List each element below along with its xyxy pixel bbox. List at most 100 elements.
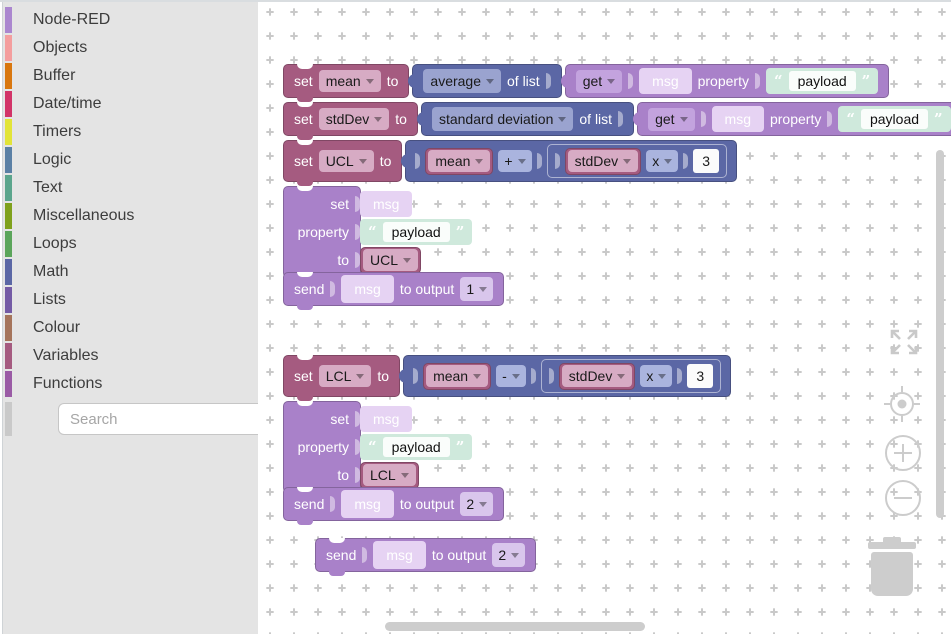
string-field[interactable]: payload [788, 71, 856, 91]
toolbox-category-node-red[interactable]: Node-RED [3, 6, 258, 34]
toolbox-category-functions[interactable]: Functions [3, 370, 258, 398]
block-set-variable-ucl[interactable]: set UCL to [283, 140, 403, 186]
block-get-msg-property[interactable]: get msg property “ payload ” [564, 64, 890, 98]
toolbox-category-buffer[interactable]: Buffer [3, 62, 258, 90]
toolbox-category-logic[interactable]: Logic [3, 146, 258, 174]
block-set-msg-property-ucl[interactable]: set msg property “ payload ” to UCL [283, 186, 473, 282]
variable-dropdown-mean[interactable]: mean [428, 150, 491, 172]
category-label: Node-RED [33, 11, 111, 28]
category-label: Logic [33, 151, 72, 168]
operator-dropdown-minus[interactable]: - [496, 365, 526, 387]
block-send-msg-output1[interactable]: send msg to output 1 [283, 272, 505, 310]
toolbox-category-math[interactable]: Math [3, 258, 258, 286]
block-set-variable-lcl[interactable]: set LCL to [283, 355, 401, 401]
block-stddev-of-list[interactable]: standard deviation of list [420, 102, 635, 136]
open-quote-icon: “ [846, 110, 855, 128]
string-field[interactable]: payload [382, 437, 450, 457]
block-arithmetic-multiply[interactable]: stdDev x 3 [540, 359, 722, 393]
block-variable-ucl[interactable]: UCL [360, 246, 422, 274]
operator-value: x [646, 368, 654, 384]
block-string-payload[interactable]: “ payload ” [838, 106, 951, 132]
variable-dropdown-mean[interactable]: mean [318, 70, 381, 92]
zoom-out-button[interactable] [884, 479, 922, 517]
block-msg[interactable]: msg [639, 68, 692, 94]
horizontal-scrollbar[interactable] [385, 622, 645, 631]
block-send-msg-output2-standalone[interactable]: send msg to output 2 [315, 538, 537, 576]
variable-dropdown-ucl[interactable]: UCL [318, 150, 374, 172]
output-dropdown-2[interactable]: 2 [492, 543, 526, 567]
output-dropdown-2[interactable]: 2 [460, 492, 494, 516]
block-arithmetic-multiply[interactable]: stdDev x 3 [546, 144, 727, 178]
operator-dropdown-times[interactable]: x [646, 150, 679, 172]
variable-dropdown-mean[interactable]: mean [426, 365, 489, 387]
toolbox-category-loops[interactable]: Loops [3, 230, 258, 258]
block-msg[interactable]: msg [360, 191, 413, 217]
get-dropdown[interactable]: get [648, 107, 695, 131]
block-string-payload[interactable]: “ payload ” [765, 68, 879, 94]
string-field[interactable]: payload [382, 222, 450, 242]
search-input[interactable] [58, 403, 266, 435]
zoom-to-fit-button[interactable] [886, 327, 922, 357]
block-send-msg-output2[interactable]: send msg to output 2 [283, 487, 505, 525]
get-dropdown[interactable]: get [575, 69, 623, 93]
toolbox-category-miscellaneous[interactable]: Miscellaneous [3, 202, 258, 230]
block-arithmetic-add[interactable]: mean + stdDev x 3 [405, 140, 737, 182]
block-variable-mean[interactable]: mean [425, 147, 494, 175]
string-field[interactable]: payload [860, 109, 929, 129]
block-body[interactable] [283, 401, 361, 497]
variable-dropdown-stddev[interactable]: stdDev [567, 150, 639, 172]
block-body[interactable] [283, 186, 361, 282]
dropdown-arrow-icon [374, 117, 383, 122]
toolbox-category-date-time[interactable]: Date/time [3, 90, 258, 118]
output-dropdown-1[interactable]: 1 [460, 277, 494, 301]
variable-dropdown-stddev[interactable]: stdDev [318, 108, 390, 130]
variable-dropdown-stddev[interactable]: stdDev [561, 365, 633, 387]
variable-value: stdDev [574, 153, 619, 169]
variable-dropdown-ucl[interactable]: UCL [363, 249, 419, 271]
operator-dropdown-times[interactable]: x [640, 365, 673, 387]
trash-icon[interactable] [866, 537, 918, 596]
operator-dropdown-plus[interactable]: + [498, 150, 532, 172]
block-string-payload[interactable]: “ payload ” [360, 434, 473, 460]
vertical-scrollbar[interactable] [936, 150, 944, 518]
number-field[interactable]: 3 [687, 364, 714, 388]
blockly-workspace[interactable]: set mean to average of list get msg prop… [258, 0, 951, 634]
variable-dropdown-lcl[interactable]: LCL [363, 464, 416, 486]
block-msg[interactable]: msg [360, 406, 413, 432]
input-socket [628, 73, 634, 89]
block-variable-mean[interactable]: mean [423, 362, 492, 390]
block-msg[interactable]: msg [341, 490, 394, 518]
block-msg[interactable]: msg [373, 541, 426, 569]
aggregate-dropdown-stddev[interactable]: standard deviation [431, 107, 574, 131]
block-get-msg-property[interactable]: get msg property “ payload ” [637, 102, 951, 136]
toolbox-category-objects[interactable]: Objects [3, 34, 258, 62]
block-msg[interactable]: msg [711, 106, 764, 132]
block-string-payload[interactable]: “ payload ” [360, 219, 473, 245]
toolbox-category-lists[interactable]: Lists [3, 286, 258, 314]
toolbox-category-text[interactable]: Text [3, 174, 258, 202]
block-variable-stddev[interactable]: stdDev [564, 147, 642, 175]
aggregate-dropdown-average[interactable]: average [423, 69, 501, 93]
block-variable-lcl[interactable]: LCL [360, 461, 419, 489]
input-socket [362, 547, 368, 563]
wrap-row-set: set msg [283, 406, 472, 432]
zoom-in-button[interactable] [884, 434, 922, 472]
toolbox-category-variables[interactable]: Variables [3, 342, 258, 370]
block-average-of-list[interactable]: average of list [412, 64, 562, 98]
recenter-button[interactable] [880, 382, 924, 426]
variable-dropdown-lcl[interactable]: LCL [318, 365, 372, 387]
toolbox-category-colour[interactable]: Colour [3, 314, 258, 342]
dropdown-arrow-icon [617, 374, 626, 379]
category-label: Functions [33, 375, 103, 392]
block-set-variable-mean[interactable]: set mean to [283, 64, 410, 102]
block-arithmetic-subtract[interactable]: mean - stdDev x 3 [403, 355, 732, 397]
block-set-msg-property-lcl[interactable]: set msg property “ payload ” to LCL [283, 401, 473, 497]
toolbox-category-timers[interactable]: Timers [3, 118, 258, 146]
category-label: Text [33, 179, 63, 196]
dropdown-arrow-icon [679, 117, 688, 122]
variable-value: stdDev [568, 368, 613, 384]
number-field[interactable]: 3 [693, 149, 719, 173]
block-set-variable-stddev[interactable]: set stdDev to [283, 102, 418, 140]
block-variable-stddev[interactable]: stdDev [558, 362, 636, 390]
block-msg[interactable]: msg [341, 275, 394, 303]
